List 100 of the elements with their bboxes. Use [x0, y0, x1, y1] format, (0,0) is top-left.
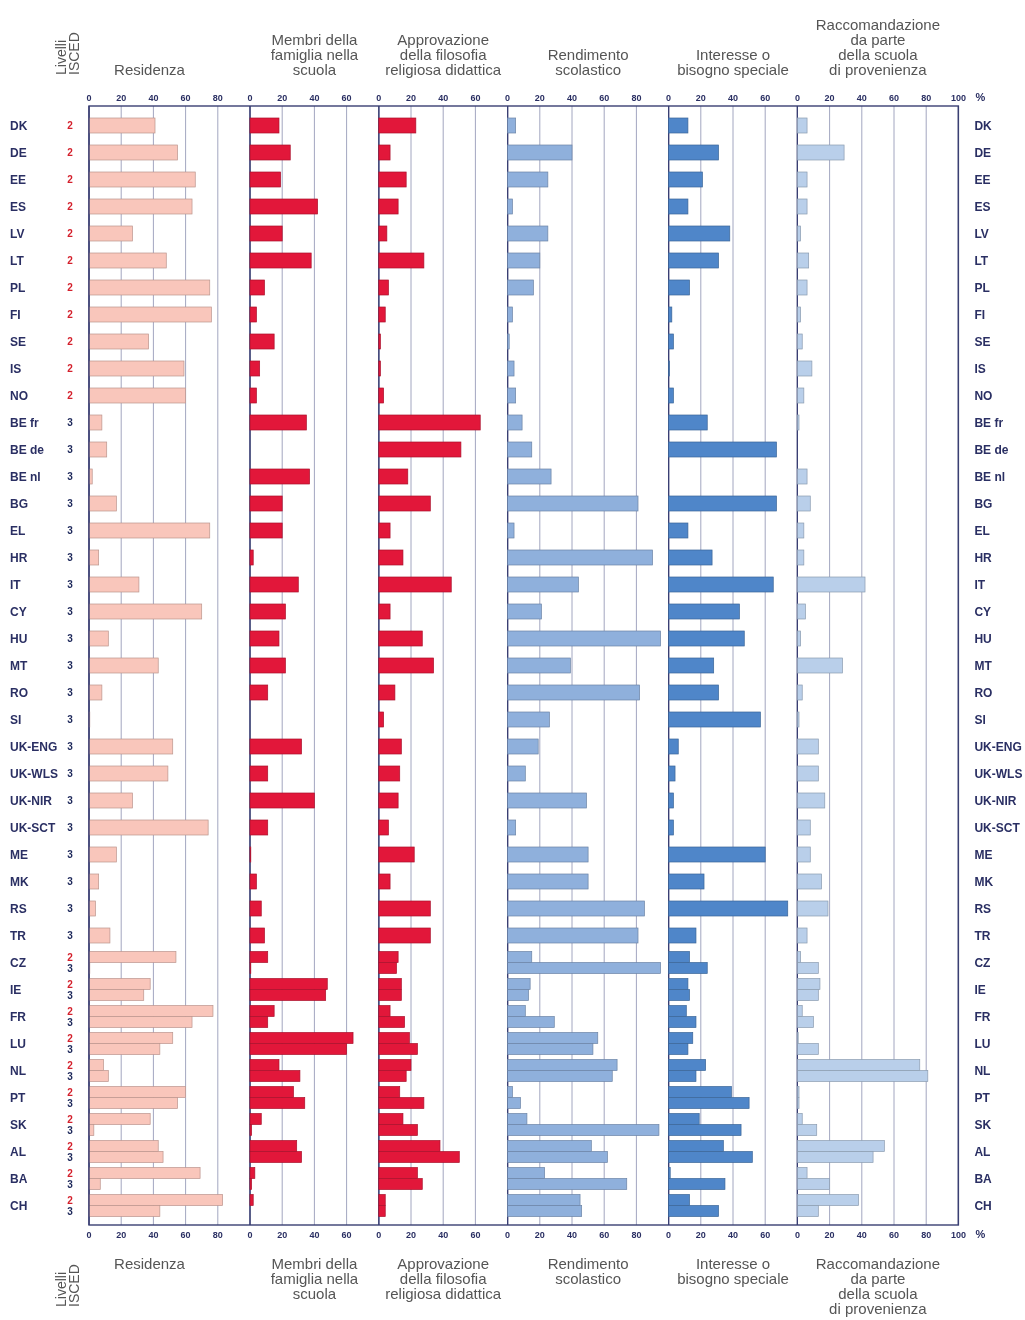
- x2-tick-label: 40: [727, 1230, 739, 1240]
- y-tick-label: EE: [974, 173, 991, 187]
- y-tick-label: HU: [10, 632, 28, 646]
- y-tick-label: DE: [10, 146, 27, 160]
- x-axis-title: Approvazione della filosofia religiosa didattica: [385, 1255, 502, 1302]
- y-tick-label: LU: [10, 1037, 26, 1051]
- y-tick-label: ME: [10, 848, 28, 862]
- x2-tick-label: 100: [950, 1230, 966, 1240]
- text: 3: [67, 903, 73, 914]
- x-tick-label: 80: [631, 93, 642, 103]
- y-tick-label: LT: [10, 254, 25, 268]
- text: 3: [67, 1097, 73, 1109]
- x-tick-label: 40: [856, 93, 867, 103]
- y-tick-label: SE: [10, 335, 27, 349]
- text: 3: [67, 579, 73, 590]
- y-tick-label: PT: [974, 1091, 991, 1105]
- text: 2: [67, 978, 73, 990]
- x2-tick-label: 0: [86, 1230, 92, 1240]
- x2-tick-label: 0: [505, 1230, 511, 1240]
- y-tick-label: BE fr: [10, 416, 39, 430]
- y-tick-label: HR: [10, 551, 28, 565]
- text: %: [975, 91, 986, 103]
- series-label: 2: [67, 120, 74, 131]
- x2-tick-label: 60: [599, 1230, 610, 1240]
- text: 3: [67, 1205, 73, 1217]
- y-tick-label: EE: [10, 173, 27, 187]
- y-tick-label: SE: [974, 335, 991, 349]
- x2-tick-label: 20: [695, 1230, 706, 1240]
- x-tick-label: 40: [566, 93, 578, 103]
- y-tick-label: UK-ENG: [974, 740, 1022, 754]
- y-tick-label: FR: [10, 1010, 27, 1024]
- text: 2: [67, 201, 73, 212]
- x2-tick-label: 0: [376, 1230, 382, 1240]
- text: 2: [67, 1167, 73, 1179]
- x-tick-label: 60: [888, 93, 900, 103]
- x-tick-label: 80: [921, 93, 932, 103]
- text: Livelli ISCED: [53, 32, 82, 75]
- x-tick-label: 20: [116, 93, 127, 103]
- x2-tick-label: 60: [180, 1230, 191, 1240]
- y-tick-label: ME: [974, 848, 993, 862]
- x2-tick-label: 40: [566, 1230, 578, 1240]
- x2-tick-label: 0: [247, 1230, 253, 1240]
- x-axis-title: Membri della famiglia nella scuola: [270, 1255, 359, 1302]
- text: 2: [67, 1194, 73, 1206]
- x-tick-label: 40: [309, 93, 320, 103]
- x2-tick-label: 60: [470, 1230, 481, 1240]
- y-tick-label: BE nl: [974, 470, 1006, 484]
- x2-tick-label: 20: [116, 1230, 127, 1240]
- y-tick-label: NO: [10, 389, 28, 403]
- y-tick-label: MK: [974, 875, 994, 889]
- text: 3: [67, 930, 73, 941]
- x-tick-label: 20: [277, 93, 288, 103]
- x-tick-label: 80: [212, 93, 223, 103]
- y-tick-label: TR: [10, 929, 27, 943]
- text: 2: [67, 336, 73, 347]
- x2-tick-label: 0: [794, 1230, 800, 1240]
- text: 3: [67, 989, 73, 1001]
- y-tick-label: BE fr: [974, 416, 1004, 430]
- text: 3: [67, 471, 73, 482]
- y-tick-label: UK-SCT: [974, 821, 1021, 835]
- text: 2: [67, 147, 73, 158]
- text: 3: [67, 444, 73, 455]
- y-tick-label: MT: [10, 659, 28, 673]
- text: 2: [67, 1113, 73, 1125]
- series-label: 3: [67, 417, 74, 428]
- y-tick-label: CZ: [974, 956, 991, 970]
- y-tick-label: RS: [10, 902, 27, 916]
- text: 3: [67, 1070, 73, 1082]
- x2-tick-label: 60: [341, 1230, 352, 1240]
- x-tick-label: 20: [824, 93, 835, 103]
- text: 3: [67, 849, 73, 860]
- y-tick-label: PT: [10, 1091, 26, 1105]
- x-tick-label: 0: [505, 93, 511, 103]
- text: 2: [67, 1086, 73, 1098]
- text: 2: [67, 363, 73, 374]
- text: 3: [67, 498, 73, 509]
- x-tick-label: 60: [760, 93, 771, 103]
- y-tick-label: SI: [10, 713, 22, 727]
- text: 3: [67, 876, 73, 887]
- y-tick-label: MK: [10, 875, 29, 889]
- y-tick-label: LU: [974, 1037, 991, 1051]
- x-tick-label: 100: [950, 93, 966, 103]
- x-tick-label: 0: [794, 93, 800, 103]
- y-tick-label: EL: [974, 524, 990, 538]
- y-tick-label: BE nl: [10, 470, 41, 484]
- y-tick-label: ES: [974, 200, 991, 214]
- text: 3: [67, 1016, 73, 1028]
- y-tick-label: UK-WLS: [10, 767, 58, 781]
- y-tick-label: IE: [974, 983, 986, 997]
- x-tick-label: 60: [341, 93, 352, 103]
- x2-tick-label: 80: [921, 1230, 932, 1240]
- x2-tick-label: 40: [856, 1230, 867, 1240]
- text: 2: [67, 1140, 73, 1152]
- y-tick-label: IT: [974, 578, 986, 592]
- y-tick-label: LT: [974, 254, 989, 268]
- text: 3: [67, 687, 73, 698]
- x-tick-label: 60: [470, 93, 481, 103]
- x-tick-label: 60: [180, 93, 191, 103]
- y-tick-label: IT: [10, 578, 22, 592]
- y-tick-label: IS: [974, 362, 986, 376]
